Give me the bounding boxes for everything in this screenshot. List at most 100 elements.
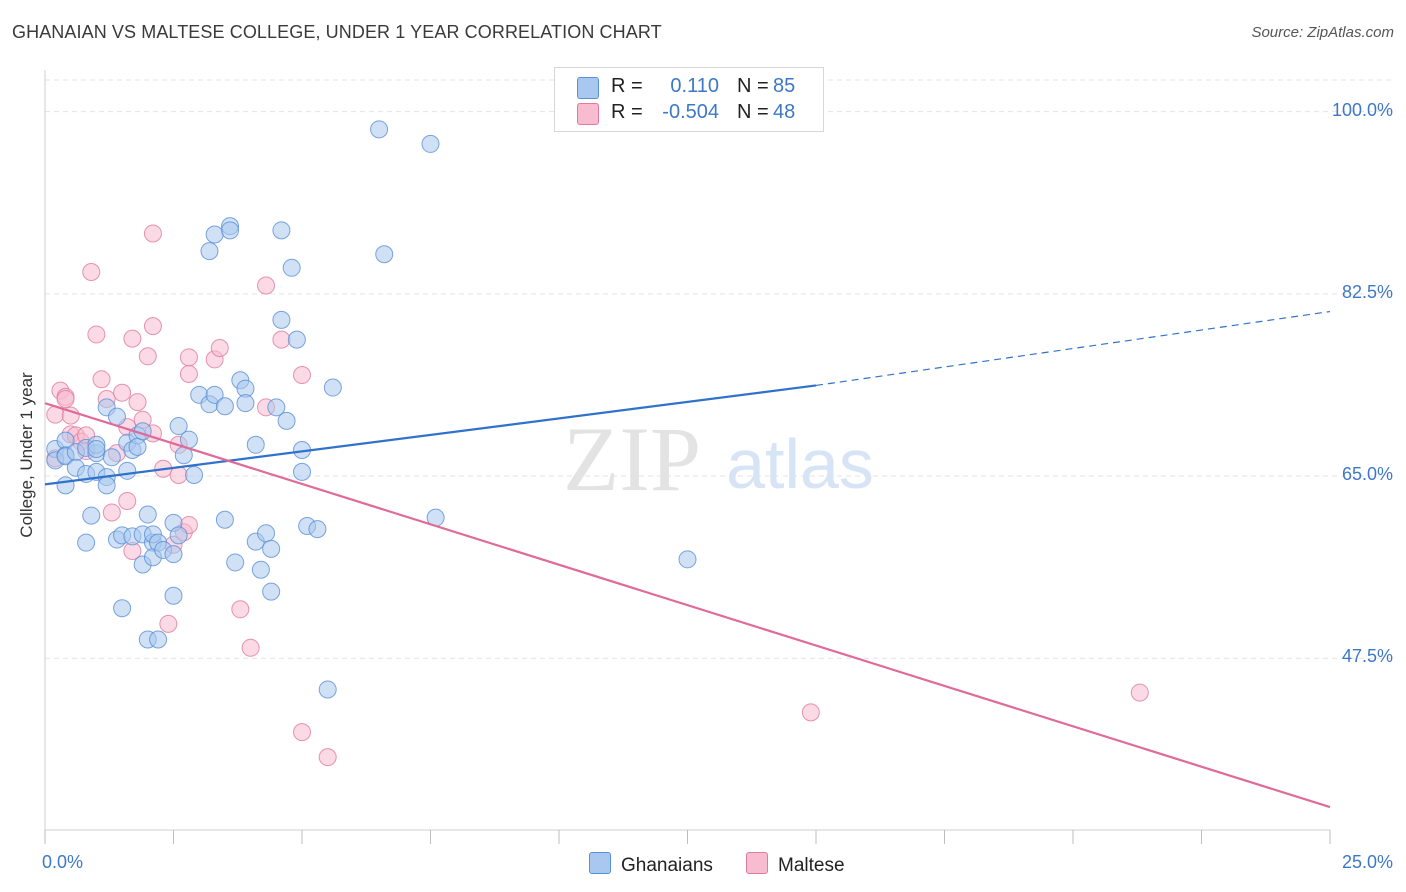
ghanaian-point	[272, 310, 291, 329]
maltese-point	[128, 393, 147, 412]
legend-swatch-blue	[577, 77, 599, 99]
ghanaian-point	[221, 221, 240, 240]
legend-n-value: 48	[773, 101, 796, 123]
ghanaian-point	[282, 258, 301, 277]
ghanaian-point	[262, 539, 281, 558]
maltese-points	[46, 224, 1149, 767]
maltese-point	[318, 748, 337, 767]
maltese-point	[179, 348, 198, 367]
maltese-point	[272, 330, 291, 349]
legend-r-label: R =	[611, 101, 643, 123]
ghanaian-point	[164, 545, 183, 564]
maltese-point	[293, 723, 311, 742]
ghanaian-point	[169, 526, 188, 545]
maltese-point	[801, 703, 820, 722]
legend-n-label: N =	[737, 75, 769, 97]
ghanaian-point	[226, 553, 245, 572]
maltese-point	[92, 370, 111, 389]
y-tick-label: 47.5%	[1341, 646, 1393, 667]
maltese-point	[87, 325, 106, 344]
ghanaian-trend-extension	[815, 310, 1331, 387]
y-tick-label: 82.5%	[1341, 281, 1393, 302]
maltese-point	[143, 317, 162, 336]
axes	[44, 70, 1331, 844]
ghanaian-point	[164, 586, 183, 605]
ghanaian-point	[257, 524, 276, 543]
maltese-point	[113, 383, 132, 402]
maltese-point	[82, 262, 101, 281]
trend-lines	[44, 310, 1331, 809]
maltese-point	[159, 614, 178, 633]
ghanaian-point	[77, 533, 96, 552]
maltese-point	[210, 338, 229, 357]
ghanaian-point	[128, 437, 147, 456]
ghanaian-point	[251, 560, 270, 579]
ghanaian-point	[87, 439, 106, 458]
ghanaian-point	[169, 417, 188, 436]
ghanaian-point	[185, 465, 204, 484]
maltese-point	[123, 329, 142, 348]
gridlines	[45, 79, 1392, 659]
ghanaian-point	[113, 599, 132, 618]
maltese-point	[231, 600, 250, 619]
ghanaian-point	[82, 506, 101, 525]
ghanaian-point	[293, 462, 311, 481]
ghanaian-point	[102, 448, 121, 467]
y-tick-label: 65.0%	[1341, 464, 1393, 485]
ghanaian-point	[215, 397, 234, 416]
ghanaian-trend-line	[44, 384, 817, 486]
bottom-legend-label: Maltese	[778, 855, 845, 876]
maltese-point	[257, 276, 276, 295]
ghanaian-point	[370, 120, 389, 139]
ghanaian-point	[118, 461, 137, 480]
legend-r-label: R =	[611, 75, 643, 97]
ghanaian-point	[678, 550, 697, 569]
legend-r-value: 0.110	[670, 75, 719, 97]
ghanaian-point	[97, 476, 116, 495]
ghanaian-point	[308, 520, 327, 539]
watermark-atlas: atlas	[726, 425, 874, 503]
maltese-point	[179, 365, 198, 383]
ghanaian-point	[56, 476, 75, 495]
ghanaian-point	[287, 330, 306, 349]
ghanaian-point	[107, 407, 126, 426]
maltese-point	[241, 638, 260, 657]
x-tick-min: 0.0%	[42, 852, 84, 872]
ghanaian-point	[138, 505, 157, 524]
bottom-legend-ghanaians: Ghanaians	[589, 852, 713, 877]
bottom-legend-swatch-pink	[746, 852, 768, 874]
chart-title: GHANAIAN VS MALTESE COLLEGE, UNDER 1 YEA…	[12, 22, 662, 42]
ghanaian-point	[421, 134, 440, 153]
maltese-point	[1130, 683, 1149, 702]
legend-swatch-pink	[577, 103, 599, 125]
watermark-zip: ZIP	[563, 408, 701, 510]
maltese-point	[138, 347, 157, 366]
legend: R = 0.110 N = 85 R = -0.504 N = 48	[554, 67, 824, 132]
ghanaian-point	[205, 385, 224, 404]
maltese-point	[293, 366, 311, 385]
ghanaian-point	[375, 245, 394, 264]
legend-n-label: N =	[737, 101, 769, 123]
maltese-point	[118, 492, 137, 511]
ghanaian-point	[149, 630, 168, 649]
bottom-legend-swatch-blue	[589, 852, 611, 874]
ghanaian-point	[262, 582, 281, 601]
bottom-legend-maltese: Maltese	[746, 852, 845, 877]
maltese-point	[143, 224, 162, 243]
ghanaian-point	[200, 242, 219, 261]
x-tick-max: 25.0%	[1341, 852, 1393, 872]
y-tick-label: 100.0%	[1331, 99, 1393, 120]
legend-n-value: 85	[773, 75, 796, 97]
ghanaian-point	[323, 378, 342, 397]
legend-r-value: -0.504	[662, 101, 719, 123]
maltese-point	[61, 406, 80, 425]
ghanaian-point	[246, 435, 265, 454]
ghanaian-point	[267, 398, 286, 417]
ghanaian-point	[318, 680, 337, 699]
ghanaian-point	[205, 225, 224, 244]
ghanaian-point	[215, 510, 234, 529]
ghanaian-point	[277, 411, 296, 430]
source-credit: Source: ZipAtlas.com	[1251, 24, 1394, 41]
maltese-trend-line	[44, 402, 1331, 809]
